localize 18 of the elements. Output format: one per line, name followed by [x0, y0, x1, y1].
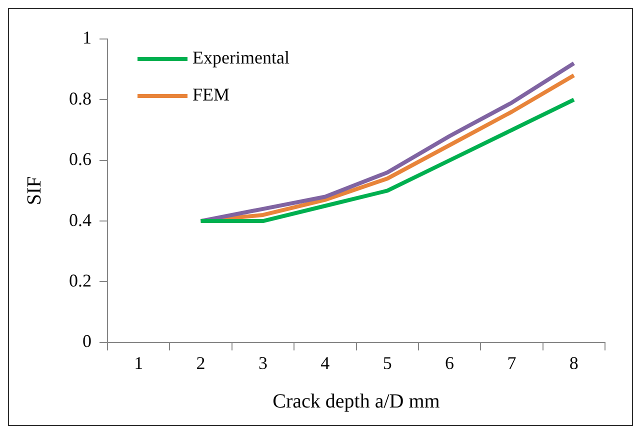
x-tick-label: 4	[320, 352, 330, 373]
x-tick-label: 2	[196, 352, 206, 373]
y-tick-label: 0	[82, 331, 92, 352]
x-tick-label: 8	[569, 352, 578, 373]
x-tick-label: 3	[258, 352, 268, 373]
legend-label: FEM	[192, 84, 230, 105]
y-tick-label: 0.2	[69, 270, 92, 290]
y-tick-label: 0.8	[69, 88, 92, 108]
y-axis-title: SIF	[23, 176, 46, 206]
x-tick-label: 7	[507, 352, 516, 373]
legend-label: Experimental	[192, 48, 290, 68]
y-tick-label: 0.4	[69, 210, 92, 230]
x-tick-label: 6	[445, 352, 454, 373]
x-tick-label: 5	[382, 352, 392, 373]
y-tick-label: 1	[82, 28, 92, 48]
y-tick-label: 0.6	[69, 149, 92, 170]
x-tick-label: 1	[134, 352, 144, 373]
x-axis-title: Crack depth a/D mm	[272, 390, 440, 412]
